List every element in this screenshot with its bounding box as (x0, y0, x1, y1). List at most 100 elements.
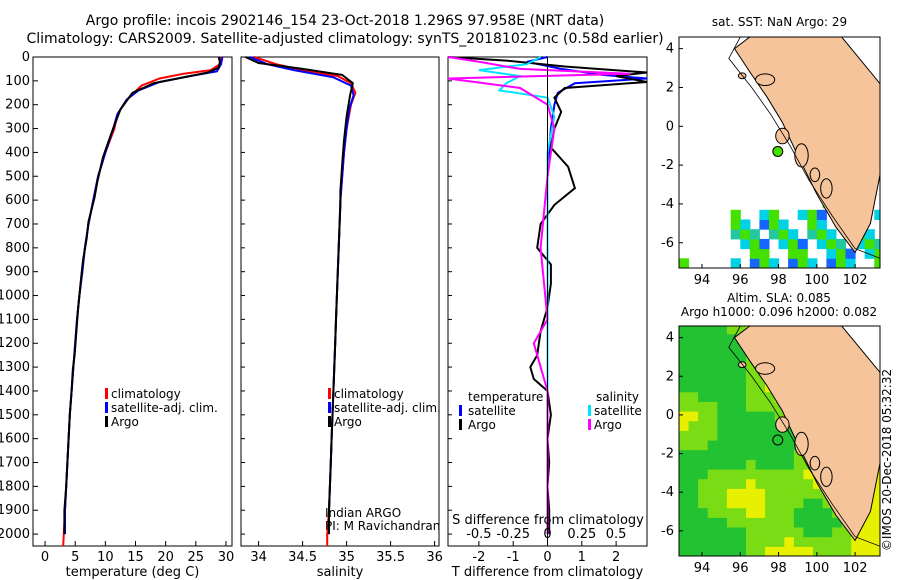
argo-float-marker (772, 434, 784, 446)
y-tick-label: -2 (661, 447, 674, 462)
sla-cell (726, 517, 737, 528)
legend-label: satellite (468, 404, 516, 418)
y-tick-label: -2 (661, 158, 674, 173)
sla-cell (726, 546, 737, 556)
sla-cell (707, 498, 718, 509)
sla-cell (793, 517, 804, 528)
sst-cell (769, 219, 780, 230)
sla-cell (746, 527, 757, 538)
sla-cell (688, 333, 699, 344)
y-tick-label: 0 (666, 119, 674, 134)
sla-cell (726, 411, 737, 422)
x-tick-label: 96 (732, 561, 749, 576)
sla-cell (870, 507, 880, 518)
sla-cell (765, 498, 776, 509)
sla-cell (755, 391, 766, 402)
depth-contour (728, 326, 880, 547)
sla-cell (813, 546, 824, 556)
title-line-2: Climatology: CARS2009. Satellite-adjuste… (26, 31, 663, 47)
sla-cell (784, 449, 795, 460)
sla-cell (679, 430, 690, 441)
sst-cell (807, 219, 818, 230)
sla-cell (688, 498, 699, 509)
sla-cell (765, 469, 776, 480)
y-tick-label: -4 (661, 197, 674, 212)
sla-cell (765, 527, 776, 538)
x-tick-label: 94 (694, 273, 711, 288)
sla-cell (736, 459, 747, 470)
legend-swatch (588, 405, 591, 416)
sla-cell (765, 546, 776, 556)
sla-cell (755, 440, 766, 451)
sst-cell (816, 209, 827, 220)
sla-cell (793, 546, 804, 556)
sla-cell (822, 507, 833, 518)
y-tick-label: 400 (5, 145, 30, 160)
y-tick-label: 800 (5, 241, 30, 256)
map-title: sat. SST: NaN Argo: 29 (712, 15, 847, 29)
sla-cell (803, 517, 814, 528)
sla-cell (746, 546, 757, 556)
legend-swatch (105, 416, 108, 427)
sla-cell (746, 372, 757, 383)
sla-cell (679, 401, 690, 412)
sst-cell (797, 209, 808, 220)
sla-cell (755, 420, 766, 431)
sla-cell (698, 507, 709, 518)
sla-cell (755, 488, 766, 499)
sla-cell (774, 498, 785, 509)
sla-cell (679, 391, 690, 402)
sla-cell (726, 527, 737, 538)
legend-swatch (328, 388, 331, 399)
sla-cell (746, 507, 757, 518)
sla-cell (726, 326, 737, 335)
x-tick-label: 30 (218, 550, 235, 565)
x-tick-label: 2 (612, 550, 620, 565)
sla-cell (717, 420, 728, 431)
sla-cell (679, 517, 690, 528)
legend-label: satellite-adj. clim. (111, 401, 218, 415)
sla-cell (803, 527, 814, 538)
sla-cell (860, 546, 871, 556)
sst-cell (826, 238, 837, 250)
sst-cell (679, 258, 690, 268)
sla-cell (717, 527, 728, 538)
sla-cell (726, 362, 737, 373)
sst-cell (730, 229, 741, 240)
sla-cell (707, 430, 718, 441)
sla-cell (774, 546, 785, 556)
sla-cell (698, 401, 709, 412)
sla-cell (698, 362, 709, 373)
sla-cell (717, 401, 728, 412)
title-line-1: Argo profile: incois 2902146_154 23-Oct-… (86, 13, 605, 29)
x-tick-label: 1 (578, 550, 586, 565)
sst-cell (740, 238, 751, 250)
sst-cell (730, 209, 741, 220)
sst-cell (816, 219, 827, 230)
sla-cell (803, 498, 814, 509)
x-tick-label: -2 (472, 550, 485, 565)
sst-cell (749, 229, 760, 240)
sla-cell (726, 498, 737, 509)
sla-cell (717, 372, 728, 383)
sla-cell (765, 449, 776, 460)
legend-label: satellite (594, 404, 642, 418)
sla-cell (765, 488, 776, 499)
sst-cell (759, 248, 770, 259)
x-tick-label: 94 (694, 561, 711, 576)
sla-cell (736, 353, 747, 364)
sla-cell (755, 498, 766, 509)
sla-cell (698, 488, 709, 499)
y-tick-label: 2 (666, 80, 674, 95)
sla-cell (679, 343, 690, 354)
sla-cell (698, 527, 709, 538)
sla-cell (832, 517, 843, 528)
y-tick-label: 1400 (0, 384, 30, 399)
x-tick-label: 96 (732, 273, 749, 288)
sla-cell (746, 401, 757, 412)
sla-cell (698, 326, 709, 335)
sla-cell (746, 488, 757, 499)
y-tick-label: 4 (666, 42, 674, 57)
sst-cell (749, 258, 760, 268)
x-axis-label: temperature (deg C) (66, 565, 200, 580)
